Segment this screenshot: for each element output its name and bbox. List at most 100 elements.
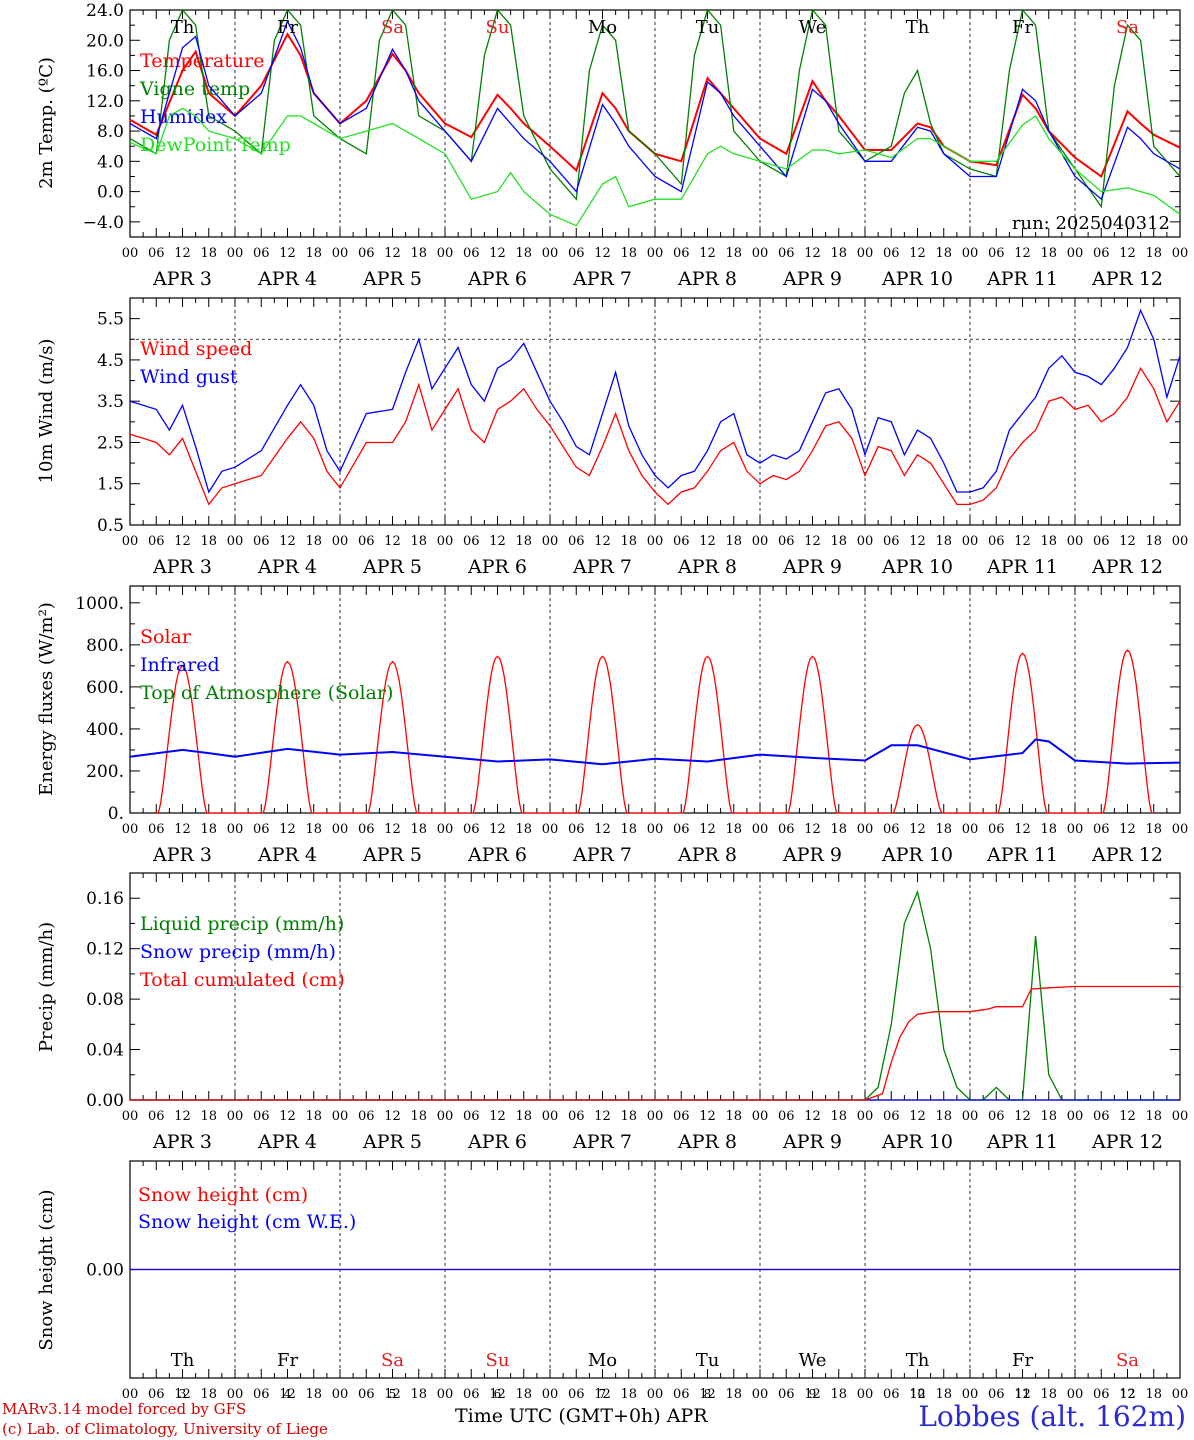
series-line	[156, 649, 1154, 814]
date-label: APR 7	[572, 844, 632, 866]
day-number: 7	[599, 1387, 607, 1401]
hour-tick-label: 00	[437, 534, 454, 549]
date-label: APR 3	[152, 844, 212, 866]
date-label: APR 3	[152, 1131, 212, 1153]
y-tick-label: 0.08	[86, 990, 124, 1010]
series-line	[129, 308, 1181, 494]
hour-tick-label: 00	[227, 822, 244, 837]
hour-tick-label: 18	[1040, 1109, 1057, 1124]
date-label: APR 7	[572, 556, 632, 578]
day-number: 12	[1120, 1387, 1135, 1401]
y-tick-label: 1000.	[75, 594, 124, 614]
hour-tick-label: 12	[384, 534, 401, 549]
hour-tick-label: 06	[673, 1387, 690, 1402]
date-label: APR 3	[152, 556, 212, 578]
date-label: APR 6	[467, 844, 527, 866]
hour-tick-label: 00	[542, 822, 559, 837]
hour-tick-label: 12	[489, 246, 506, 261]
hour-tick-label: 12	[804, 822, 821, 837]
y-tick-label: 0.5	[97, 516, 124, 536]
y-tick-label: 3.5	[97, 392, 124, 412]
day-number: 10	[910, 1387, 925, 1401]
hour-tick-label: 12	[1119, 534, 1136, 549]
date-label: APR 5	[362, 268, 422, 290]
hour-tick-label: 06	[463, 246, 480, 261]
hour-tick-label: 06	[673, 822, 690, 837]
hour-tick-label: 12	[909, 1387, 926, 1402]
hour-tick-label: 18	[515, 534, 532, 549]
hour-tick-label: 18	[305, 246, 322, 261]
hour-tick-label: 06	[148, 1109, 165, 1124]
hour-tick-label: 18	[935, 1387, 952, 1402]
hour-tick-label: 00	[962, 246, 979, 261]
hour-tick-label: 12	[489, 822, 506, 837]
date-label: APR 5	[362, 1131, 422, 1153]
y-tick-label: 16.0	[86, 62, 124, 82]
weekday-label: Tu	[696, 17, 720, 38]
series-line	[129, 107, 1181, 227]
legend-entry: Snow height (cm W.E.)	[138, 1211, 356, 1233]
hour-tick-label: 12	[279, 534, 296, 549]
date-label: APR 10	[881, 268, 953, 290]
y-tick-label: 0.00	[86, 1091, 124, 1111]
hour-tick-label: 00	[857, 534, 874, 549]
date-label: APR 8	[677, 844, 737, 866]
hour-tick-label: 00	[1172, 246, 1189, 261]
hour-tick-label: 00	[857, 1109, 874, 1124]
hour-tick-label: 18	[200, 534, 217, 549]
y-tick-label: 20.0	[86, 31, 124, 51]
date-label: APR 5	[362, 844, 422, 866]
time-axis-title: Time UTC (GMT+0h) APR	[455, 1405, 708, 1427]
hour-tick-label: 00	[332, 1387, 349, 1402]
panel-1: 24.0 20.0 16.0 12.0 8.0 4.0 0.0 −4.0 2m Temp. (º…	[36, 1, 1188, 290]
hour-tick-label: 00	[1172, 1109, 1189, 1124]
hour-tick-label: 00	[227, 1109, 244, 1124]
hour-tick-label: 00	[752, 1387, 769, 1402]
y-tick-label: 4.0	[97, 152, 124, 172]
hour-tick-label: 00	[332, 822, 349, 837]
hour-tick-label: 06	[253, 246, 270, 261]
hour-tick-label: 06	[568, 822, 585, 837]
hour-tick-label: 00	[542, 1109, 559, 1124]
hour-tick-label: 06	[358, 534, 375, 549]
hour-tick-label: 18	[410, 822, 427, 837]
hour-tick-label: 06	[568, 246, 585, 261]
date-label: APR 3	[152, 268, 212, 290]
weekday-label-bottom: Tu	[696, 1350, 720, 1371]
date-label: APR 7	[572, 1131, 632, 1153]
hour-tick-label: 18	[200, 822, 217, 837]
hour-tick-label: 06	[463, 1387, 480, 1402]
hour-tick-label: 12	[384, 822, 401, 837]
hour-tick-label: 06	[778, 246, 795, 261]
hour-tick-label: 06	[988, 1109, 1005, 1124]
y-tick-label: 0.00	[86, 1261, 124, 1281]
hour-tick-label: 18	[620, 534, 637, 549]
date-label: APR 12	[1091, 844, 1163, 866]
hour-tick-label: 18	[515, 1387, 532, 1402]
station-name: Lobbes (alt. 162m)	[918, 1400, 1186, 1433]
hour-tick-label: 12	[489, 1387, 506, 1402]
hour-tick-label: 06	[358, 246, 375, 261]
hour-tick-label: 00	[542, 534, 559, 549]
hour-tick-label: 00	[1172, 822, 1189, 837]
weekday-label: Mo	[588, 17, 617, 38]
date-label: APR 9	[782, 556, 842, 578]
hour-tick-label: 12	[174, 534, 191, 549]
date-label: APR 10	[881, 844, 953, 866]
hour-tick-label: 06	[1093, 822, 1110, 837]
hour-tick-label: 12	[1014, 822, 1031, 837]
date-label: APR 6	[467, 556, 527, 578]
date-label: APR 9	[782, 844, 842, 866]
hour-tick-label: 00	[332, 1109, 349, 1124]
hour-tick-label: 06	[988, 246, 1005, 261]
hour-tick-label: 00	[437, 822, 454, 837]
weekday-label-bottom: Th	[906, 1350, 930, 1371]
day-number: 6	[494, 1387, 502, 1401]
hour-tick-label: 18	[620, 1109, 637, 1124]
hour-tick-label: 12	[1014, 246, 1031, 261]
hour-tick-label: 06	[883, 1387, 900, 1402]
date-label: APR 4	[257, 844, 317, 866]
hour-tick-label: 00	[122, 1109, 139, 1124]
hour-tick-label: 12	[699, 822, 716, 837]
